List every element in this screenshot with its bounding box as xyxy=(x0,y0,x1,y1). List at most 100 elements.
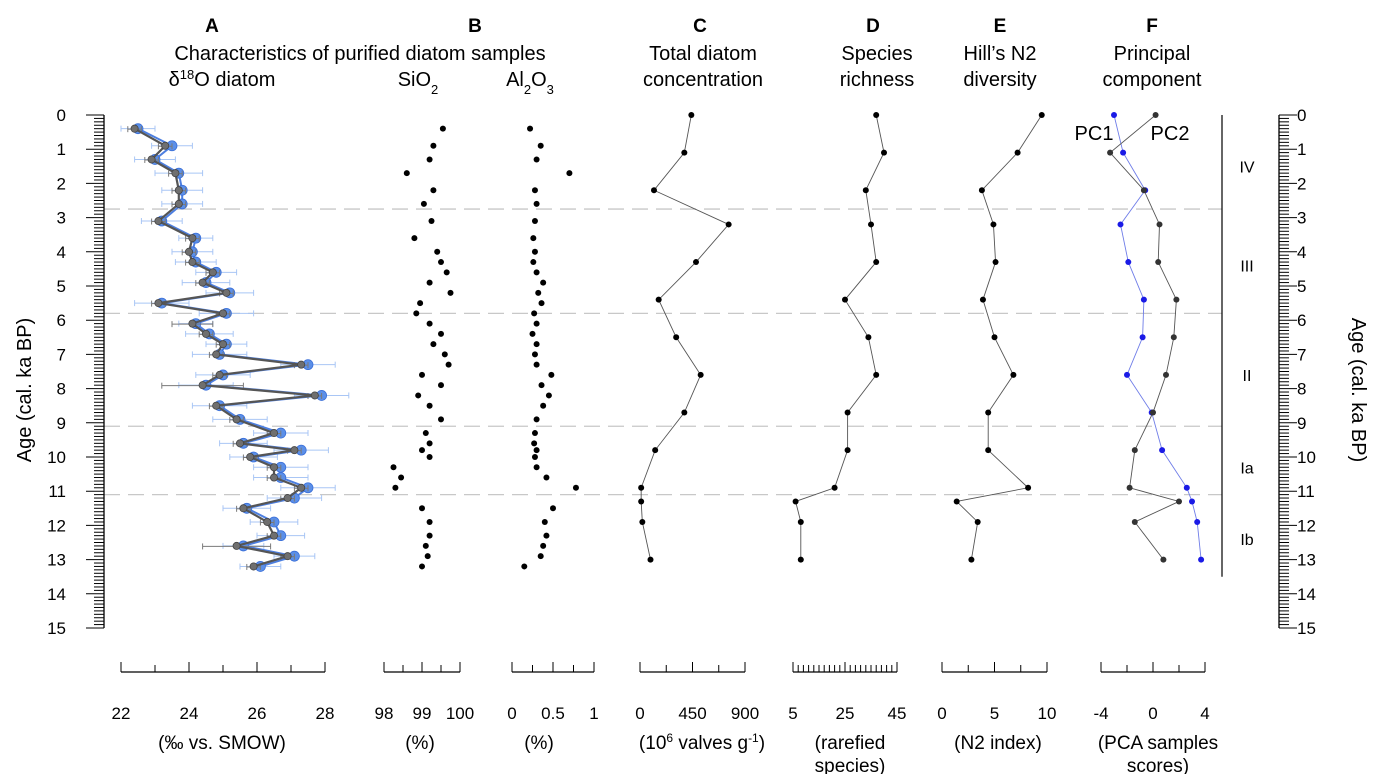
data-point-grey xyxy=(188,258,197,267)
panel-letter-c: C xyxy=(693,16,707,37)
scatter-point-b2 xyxy=(566,170,573,177)
data-point-d xyxy=(868,221,874,228)
y-axis-title-left: Age (cal. ka BP) xyxy=(14,318,36,463)
data-point-c xyxy=(725,221,732,228)
x-tick-label-e: 5 xyxy=(990,704,999,723)
data-point-e xyxy=(974,518,981,525)
age-tick-label-left: 3 xyxy=(57,209,66,228)
age-tick-label-right: 3 xyxy=(1297,209,1306,228)
data-point-c xyxy=(693,259,699,266)
scatter-point-b2 xyxy=(545,392,552,399)
scatter-point-b2 xyxy=(533,320,540,327)
age-tick-label-right: 8 xyxy=(1297,380,1306,399)
scatter-point-b2 xyxy=(531,351,538,358)
scatter-point-b1 xyxy=(428,218,435,225)
data-point-pc2 xyxy=(1170,334,1177,341)
series-line-pc1 xyxy=(1113,114,1202,560)
unit-b-al2o3: (%) xyxy=(524,733,554,754)
data-point-e xyxy=(990,221,997,228)
x-tick-label-f: 0 xyxy=(1148,704,1157,723)
data-point-e xyxy=(1014,149,1021,156)
x-tick-label-c: 900 xyxy=(731,704,759,723)
panel-letter-b: B xyxy=(468,16,482,37)
scatter-point-b1 xyxy=(424,553,431,560)
age-tick-label-left: 15 xyxy=(47,619,66,638)
data-point-d xyxy=(844,409,851,416)
data-point-pc2 xyxy=(1107,149,1114,156)
age-tick-label-left: 7 xyxy=(57,345,66,364)
scatter-point-b2 xyxy=(533,447,540,454)
data-point-grey xyxy=(222,288,231,297)
data-point-e xyxy=(968,556,975,563)
age-tick-label-left: 0 xyxy=(57,106,66,125)
scatter-point-b2 xyxy=(530,259,537,266)
data-point-pc1 xyxy=(1194,518,1201,525)
data-point-c xyxy=(651,187,657,194)
scatter-point-b2 xyxy=(533,341,540,348)
data-point-pc1 xyxy=(1183,484,1190,491)
data-point-c xyxy=(639,518,646,525)
panel-letter-f: F xyxy=(1146,16,1158,37)
data-point-grey xyxy=(161,141,170,150)
data-point-d xyxy=(862,187,869,194)
data-point-pc1 xyxy=(1198,556,1205,563)
data-point-d xyxy=(831,484,838,491)
data-point-grey xyxy=(297,483,306,492)
scatter-point-b1 xyxy=(419,505,425,512)
data-point-grey xyxy=(201,329,210,338)
data-point-pc1 xyxy=(1125,259,1132,266)
scatter-point-b2 xyxy=(531,248,538,255)
scatter-point-b2 xyxy=(533,200,540,207)
age-tick-label-right: 0 xyxy=(1297,106,1306,125)
scatter-point-b1 xyxy=(413,310,420,317)
zone-label-ib: Ib xyxy=(1240,532,1253,549)
data-point-grey xyxy=(212,350,221,359)
title-e-line1: Hill’s N2 xyxy=(964,43,1037,65)
scatter-point-b1 xyxy=(441,351,448,358)
data-point-d xyxy=(873,259,880,266)
scatter-point-b2 xyxy=(548,371,555,378)
scatter-point-b2 xyxy=(533,361,540,368)
age-tick-label-right: 12 xyxy=(1297,516,1316,535)
scatter-point-b2 xyxy=(531,440,538,447)
scatter-point-b2 xyxy=(521,563,528,570)
title-f-line1: Principal xyxy=(1114,43,1191,65)
zone-label-ii: II xyxy=(1243,368,1252,385)
data-point-grey xyxy=(235,439,244,448)
age-tick-label-right: 1 xyxy=(1297,140,1306,159)
scatter-point-b1 xyxy=(426,156,433,163)
scatter-point-b1 xyxy=(419,447,425,454)
scatter-point-b2 xyxy=(527,125,534,132)
series-line-e xyxy=(955,114,1043,560)
x-tick-label-b2: 0.5 xyxy=(541,704,565,723)
series-line-pc2 xyxy=(1109,114,1181,560)
scatter-point-b1 xyxy=(415,392,422,399)
x-tick-label-f: -4 xyxy=(1093,704,1108,723)
data-point-c xyxy=(638,498,645,505)
title-d-line1: Species xyxy=(841,43,912,65)
chart-marks: IVIIIIIIaIb01234567891011121314150123456… xyxy=(47,106,1316,723)
data-point-c xyxy=(673,334,680,341)
scatter-point-b2 xyxy=(529,330,536,337)
scatter-point-b2 xyxy=(540,402,547,409)
data-point-pc1 xyxy=(1139,334,1146,341)
data-point-e xyxy=(1010,371,1017,378)
x-tick-label-b1: 98 xyxy=(375,704,394,723)
data-point-e xyxy=(985,409,992,416)
data-point-pc2 xyxy=(1126,484,1133,491)
unit-f-line1: (PCA samples xyxy=(1098,733,1218,754)
scatter-point-b1 xyxy=(417,300,424,307)
age-tick-label-left: 14 xyxy=(47,585,66,604)
scatter-point-b1 xyxy=(445,361,452,368)
unit-d-line1: (rarefied xyxy=(815,733,886,754)
zone-label-ia: Ia xyxy=(1240,460,1253,477)
data-point-pc2 xyxy=(1173,296,1180,303)
x-tick-label-d: 25 xyxy=(836,704,855,723)
panel-letter-d: D xyxy=(866,16,880,37)
data-point-c xyxy=(681,149,688,156)
age-tick-label-right: 13 xyxy=(1297,551,1316,570)
data-point-grey xyxy=(232,415,241,424)
scatter-point-b2 xyxy=(533,416,540,423)
scatter-point-b1 xyxy=(426,518,433,525)
zone-label-iii: III xyxy=(1240,258,1253,275)
